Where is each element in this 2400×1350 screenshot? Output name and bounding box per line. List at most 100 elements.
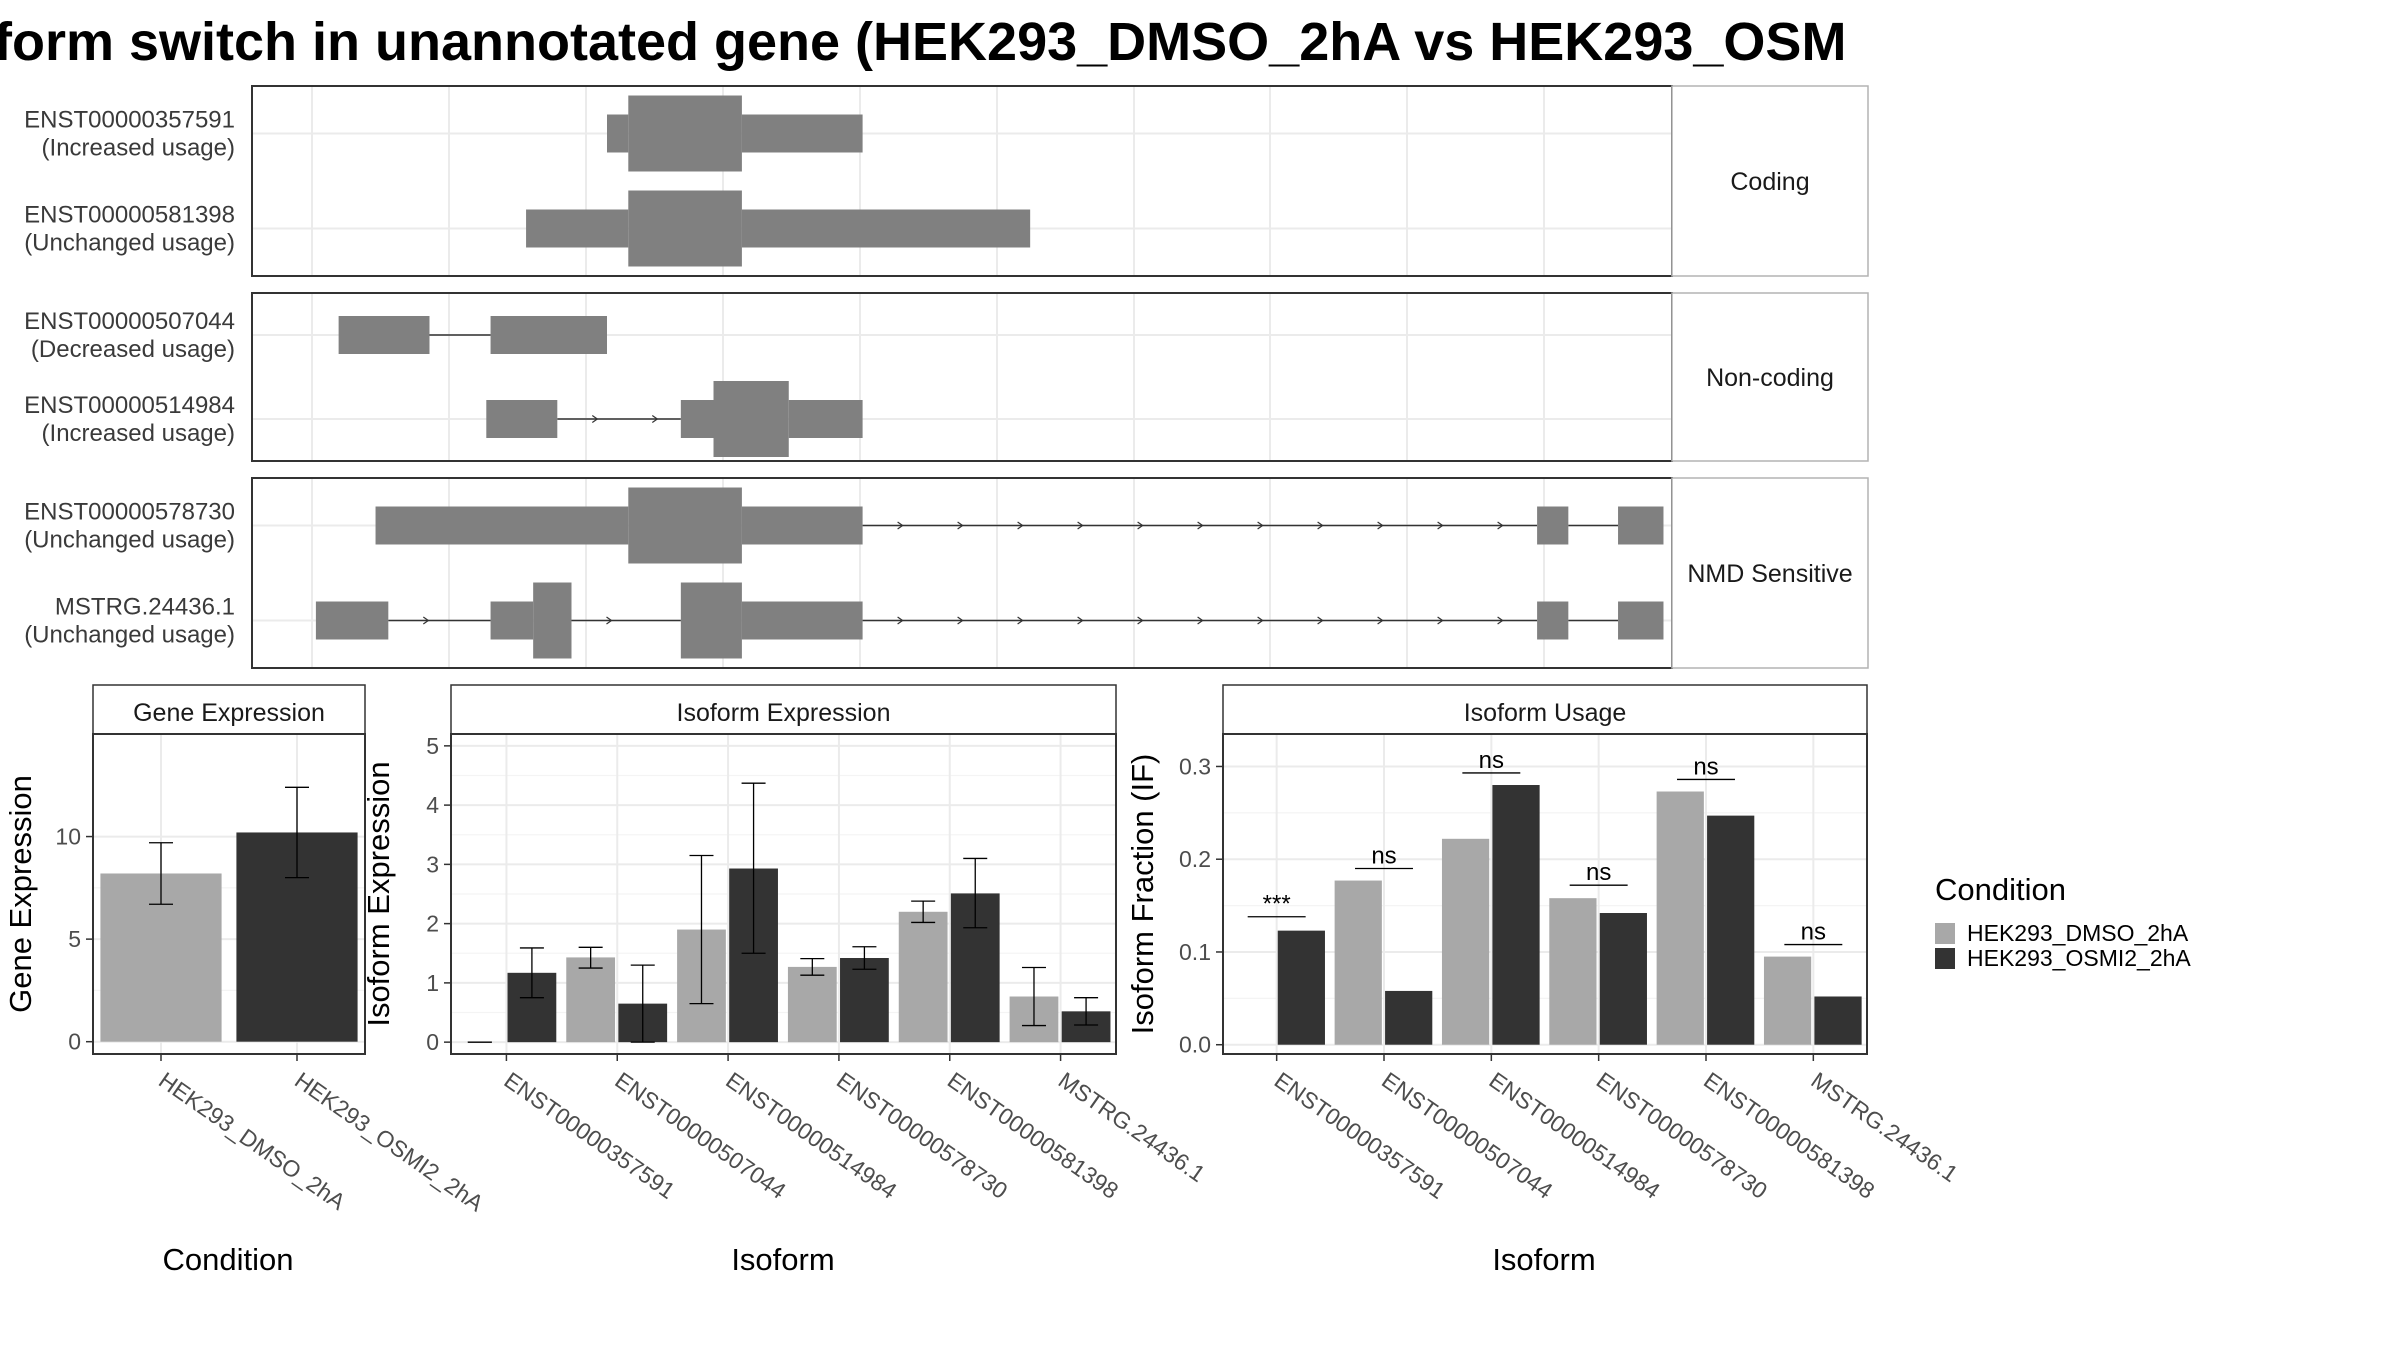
intron-arrow bbox=[606, 616, 613, 625]
structure-panel-bg bbox=[252, 293, 1672, 461]
bar bbox=[1814, 996, 1862, 1045]
utr-exon bbox=[788, 400, 863, 438]
panel-border bbox=[1222, 733, 1868, 1055]
utr-exon bbox=[486, 400, 558, 438]
significance-label: ns bbox=[1693, 753, 1718, 780]
intron-arrow bbox=[1437, 616, 1444, 625]
y-tick-label: 0 bbox=[426, 1029, 439, 1055]
intron-arrow bbox=[1017, 616, 1024, 625]
x-tick-label: ENST00000507044 bbox=[1377, 1067, 1558, 1204]
coding-exon bbox=[628, 95, 742, 172]
transcript-usage-label: (Increased usage) bbox=[42, 420, 235, 447]
panel-strip bbox=[450, 684, 1117, 735]
bar-chart-panel: Gene Expression0510HEK293_DMSO_2hAHEK293… bbox=[3, 684, 489, 1277]
significance-label: ns bbox=[1586, 859, 1611, 886]
coding-exon bbox=[628, 190, 742, 267]
y-tick-label: 0.1 bbox=[1179, 939, 1211, 965]
utr-exon bbox=[607, 114, 629, 153]
bar bbox=[1763, 956, 1812, 1045]
y-axis-title: Gene Expression bbox=[3, 775, 38, 1013]
utr-exon bbox=[375, 506, 629, 545]
y-tick-label: 10 bbox=[55, 824, 81, 850]
intron-arrow bbox=[1497, 521, 1504, 530]
legend-title: Condition bbox=[1935, 872, 2066, 907]
coding-exon bbox=[628, 487, 742, 564]
transcript-id-label: ENST00000357591 bbox=[24, 107, 235, 134]
bar bbox=[840, 958, 889, 1043]
intron-arrow bbox=[1257, 616, 1264, 625]
utr-exon bbox=[741, 114, 863, 153]
intron-arrow bbox=[897, 521, 904, 530]
bar bbox=[566, 957, 616, 1043]
figure-title: form switch in unannotated gene (HEK293_… bbox=[0, 12, 1846, 72]
x-tick-label: ENST00000357591 bbox=[1270, 1067, 1450, 1204]
y-tick-label: 1 bbox=[426, 970, 439, 996]
bar bbox=[1334, 880, 1382, 1045]
intron-arrow bbox=[651, 415, 659, 423]
bar bbox=[1277, 930, 1325, 1045]
intron-arrow bbox=[957, 521, 964, 530]
utr-exon bbox=[315, 601, 389, 640]
significance-label: ns bbox=[1371, 842, 1396, 869]
utr-exon bbox=[338, 316, 430, 354]
utr-exon bbox=[1537, 601, 1569, 640]
intron-arrow bbox=[1377, 521, 1384, 530]
y-tick-label: 0.3 bbox=[1179, 753, 1211, 779]
utr-exon bbox=[526, 209, 629, 248]
y-tick-label: 2 bbox=[426, 911, 439, 937]
transcript-id-label: ENST00000581398 bbox=[24, 202, 235, 229]
utr-exon bbox=[741, 601, 863, 640]
coding-exon bbox=[713, 381, 789, 457]
utr-exon bbox=[1618, 506, 1664, 545]
utr-exon bbox=[1537, 506, 1569, 545]
bar-chart-panel: Isoform Expression012345ENST00000357591E… bbox=[361, 684, 1210, 1277]
panel-border bbox=[92, 733, 366, 1055]
x-axis-title: Condition bbox=[163, 1242, 294, 1277]
facet-strip-label: Non-coding bbox=[1706, 364, 1834, 392]
intron-arrow bbox=[1257, 521, 1264, 530]
transcript-id-label: ENST00000514984 bbox=[24, 392, 235, 419]
bar bbox=[1492, 785, 1540, 1045]
legend-label-osmi: HEK293_OSMI2_2hA bbox=[1967, 945, 2191, 971]
y-tick-label: 5 bbox=[68, 926, 81, 952]
bar bbox=[1549, 898, 1597, 1045]
y-tick-label: 0.0 bbox=[1179, 1032, 1211, 1058]
intron-arrow bbox=[1197, 521, 1204, 530]
bar bbox=[1656, 791, 1704, 1045]
intron-arrow bbox=[1077, 521, 1084, 530]
intron-arrow bbox=[1437, 521, 1444, 530]
facet-strip-label: NMD Sensitive bbox=[1687, 560, 1852, 588]
bar bbox=[1599, 913, 1647, 1045]
x-tick-label: ENST00000578730 bbox=[1592, 1067, 1772, 1204]
panel-title: Gene Expression bbox=[133, 699, 325, 727]
facet-strip bbox=[1671, 292, 1869, 462]
intron-arrow bbox=[1137, 521, 1144, 530]
intron-arrow bbox=[591, 415, 599, 423]
y-tick-label: 3 bbox=[426, 851, 439, 877]
transcript-usage-label: (Unchanged usage) bbox=[24, 527, 235, 554]
bar bbox=[1707, 815, 1755, 1045]
utr-exon bbox=[490, 316, 607, 354]
transcript-usage-label: (Unchanged usage) bbox=[24, 230, 235, 257]
intron-arrow bbox=[422, 616, 430, 625]
panel-border bbox=[450, 733, 1117, 1055]
utr-exon bbox=[741, 209, 1031, 248]
significance-label: *** bbox=[1263, 891, 1291, 918]
facet-strip-label: Coding bbox=[1730, 168, 1809, 196]
condition-legend: Condition HEK293_DMSO_2hA HEK293_OSMI2_2… bbox=[1935, 872, 2191, 971]
transcript-id-label: ENST00000507044 bbox=[24, 308, 235, 335]
coding-exon bbox=[680, 582, 742, 659]
bar bbox=[898, 911, 948, 1043]
panel-strip bbox=[92, 684, 366, 735]
x-axis-title: Isoform bbox=[1492, 1242, 1595, 1277]
y-tick-label: 0.2 bbox=[1179, 846, 1211, 872]
facet-strip bbox=[1671, 85, 1869, 277]
significance-label: ns bbox=[1801, 919, 1826, 946]
x-tick-label: ENST00000514984 bbox=[1484, 1067, 1665, 1204]
intron-arrow bbox=[957, 616, 964, 625]
bar-chart-panel: Isoform Usage *** ns ns ns ns ns 0.0 0.1 0.2 0.3 EN… bbox=[1125, 684, 1963, 1277]
transcript-usage-label: (Unchanged usage) bbox=[24, 622, 235, 649]
legend-swatch-osmi bbox=[1935, 948, 1955, 969]
utr-exon bbox=[741, 506, 863, 545]
